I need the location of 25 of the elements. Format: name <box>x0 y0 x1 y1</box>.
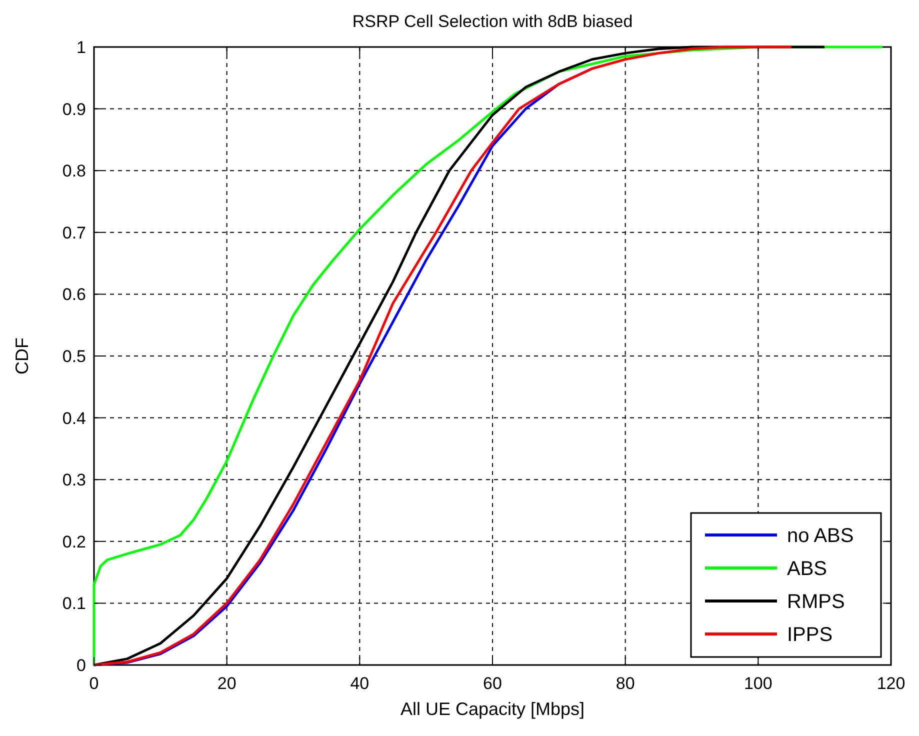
y-tick-label: 0.8 <box>62 162 86 181</box>
legend-label: RMPS <box>787 591 845 613</box>
y-tick-label: 1 <box>76 38 86 57</box>
x-tick-label: 100 <box>744 674 772 693</box>
y-tick-label: 0.3 <box>62 470 86 490</box>
x-tick-label: 0 <box>89 674 99 693</box>
y-tick-label: 0.2 <box>62 532 86 552</box>
x-tick-label: 120 <box>876 674 906 693</box>
chart-title: RSRP Cell Selection with 8dB biased <box>352 12 633 31</box>
y-tick-label: 0.9 <box>62 100 86 119</box>
y-tick-label: 0.7 <box>62 223 86 242</box>
x-axis-title: All UE Capacity [Mbps] <box>400 699 585 719</box>
y-tick-label: 0.5 <box>62 347 86 366</box>
y-tick-label: 0 <box>76 656 86 675</box>
y-tick-label: 0.1 <box>62 594 86 614</box>
x-tick-label: 60 <box>483 674 502 693</box>
y-axis-title: CDF <box>12 338 32 374</box>
legend-label: no ABS <box>787 525 854 547</box>
x-tick-label: 40 <box>350 674 370 693</box>
legend-label: ABS <box>787 558 828 580</box>
x-tick-label: 80 <box>616 674 635 693</box>
x-tick-label: 20 <box>217 674 236 693</box>
y-tick-label: 0.4 <box>62 408 86 428</box>
legend-label: IPPS <box>787 624 833 646</box>
y-tick-label: 0.6 <box>62 285 86 304</box>
